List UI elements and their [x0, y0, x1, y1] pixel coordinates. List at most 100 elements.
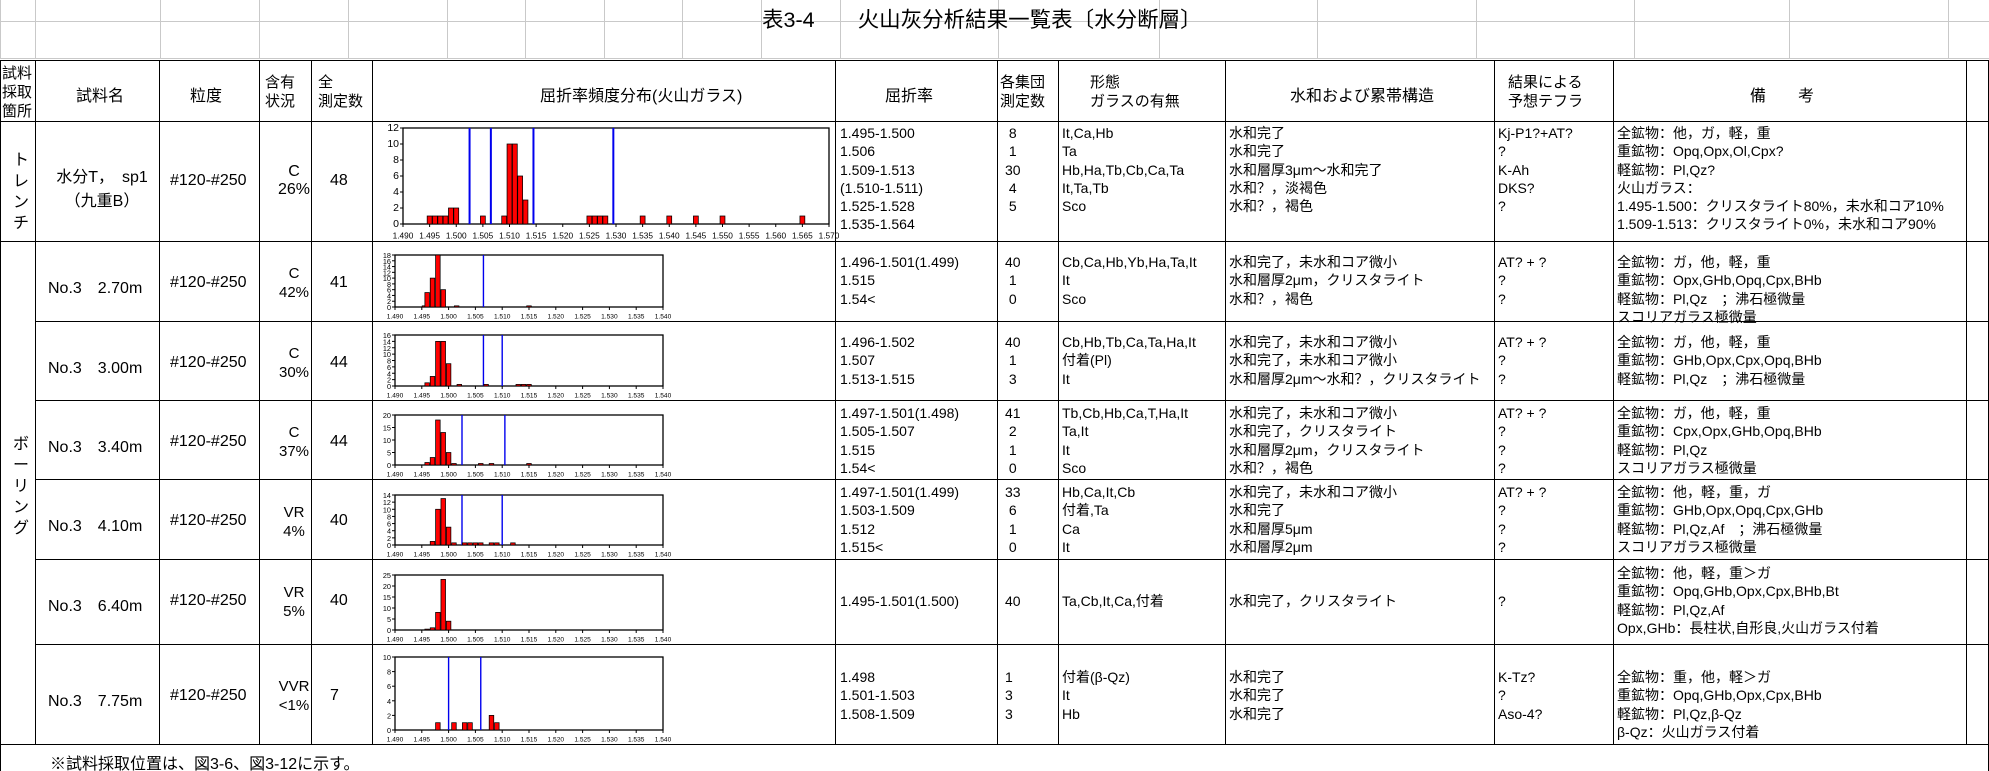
- svg-text:1.490: 1.490: [387, 314, 404, 321]
- svg-text:1.515: 1.515: [521, 637, 538, 644]
- svg-text:1.530: 1.530: [601, 737, 618, 744]
- svg-text:1.500: 1.500: [440, 472, 457, 479]
- svg-text:1.520: 1.520: [548, 472, 565, 479]
- svg-text:1.515: 1.515: [521, 737, 538, 744]
- svg-text:1.535: 1.535: [628, 314, 645, 321]
- svg-text:1.490: 1.490: [387, 637, 404, 644]
- svg-text:1.505: 1.505: [467, 737, 484, 744]
- svg-text:1.505: 1.505: [467, 314, 484, 321]
- svg-text:1.525: 1.525: [579, 231, 600, 241]
- svg-text:1.510: 1.510: [494, 637, 511, 644]
- svg-text:1.535: 1.535: [628, 552, 645, 559]
- svg-text:2: 2: [393, 202, 399, 214]
- svg-text:1.495: 1.495: [414, 314, 431, 321]
- svg-text:1.530: 1.530: [606, 231, 627, 241]
- svg-text:1.530: 1.530: [601, 552, 618, 559]
- svg-text:0: 0: [387, 726, 391, 735]
- svg-text:1.525: 1.525: [574, 637, 591, 644]
- svg-text:1.520: 1.520: [552, 231, 573, 241]
- svg-text:5: 5: [387, 449, 391, 458]
- svg-text:1.500: 1.500: [440, 637, 457, 644]
- svg-text:1.535: 1.535: [628, 637, 645, 644]
- svg-text:1.550: 1.550: [712, 231, 733, 241]
- svg-text:1.510: 1.510: [499, 231, 520, 241]
- svg-text:16: 16: [383, 331, 391, 340]
- svg-text:1.500: 1.500: [440, 314, 457, 321]
- svg-text:1.510: 1.510: [494, 737, 511, 744]
- svg-text:1.495: 1.495: [414, 637, 431, 644]
- svg-text:12: 12: [387, 122, 399, 134]
- svg-text:20: 20: [383, 411, 391, 420]
- svg-text:1.505: 1.505: [467, 393, 484, 400]
- svg-text:1.520: 1.520: [548, 552, 565, 559]
- svg-text:0: 0: [387, 626, 391, 635]
- svg-text:1.530: 1.530: [601, 393, 618, 400]
- svg-text:1.505: 1.505: [467, 472, 484, 479]
- svg-text:1.515: 1.515: [521, 472, 538, 479]
- svg-text:1.540: 1.540: [655, 314, 672, 321]
- svg-text:1.495: 1.495: [414, 472, 431, 479]
- svg-text:1.510: 1.510: [494, 552, 511, 559]
- svg-text:1.505: 1.505: [467, 637, 484, 644]
- svg-text:4: 4: [393, 186, 399, 198]
- svg-text:18: 18: [383, 251, 391, 260]
- svg-text:1.520: 1.520: [548, 637, 565, 644]
- svg-text:1.500: 1.500: [440, 737, 457, 744]
- svg-text:6: 6: [387, 682, 391, 691]
- svg-text:14: 14: [383, 491, 391, 500]
- svg-text:1.540: 1.540: [655, 552, 672, 559]
- svg-text:1.525: 1.525: [574, 737, 591, 744]
- svg-text:1.535: 1.535: [628, 393, 645, 400]
- svg-text:1.560: 1.560: [765, 231, 786, 241]
- svg-text:20: 20: [383, 582, 391, 591]
- svg-text:1.515: 1.515: [521, 552, 538, 559]
- svg-text:15: 15: [383, 424, 391, 433]
- svg-text:1.500: 1.500: [446, 231, 467, 241]
- svg-text:2: 2: [387, 711, 391, 720]
- svg-text:1.540: 1.540: [655, 393, 672, 400]
- svg-text:0: 0: [393, 218, 399, 230]
- svg-text:1.510: 1.510: [494, 393, 511, 400]
- svg-text:1.540: 1.540: [655, 637, 672, 644]
- svg-text:1.525: 1.525: [574, 393, 591, 400]
- svg-text:1.555: 1.555: [739, 231, 760, 241]
- svg-text:1.490: 1.490: [387, 552, 404, 559]
- svg-text:1.520: 1.520: [548, 393, 565, 400]
- svg-text:1.505: 1.505: [472, 231, 493, 241]
- svg-text:1.565: 1.565: [792, 231, 813, 241]
- svg-text:1.490: 1.490: [387, 393, 404, 400]
- svg-text:1.515: 1.515: [521, 393, 538, 400]
- svg-text:1.520: 1.520: [548, 314, 565, 321]
- svg-text:5: 5: [387, 615, 391, 624]
- svg-text:1.530: 1.530: [601, 472, 618, 479]
- svg-text:8: 8: [393, 154, 399, 166]
- svg-text:1.500: 1.500: [440, 552, 457, 559]
- svg-text:8: 8: [387, 668, 391, 677]
- svg-text:1.525: 1.525: [574, 552, 591, 559]
- svg-text:1.530: 1.530: [601, 314, 618, 321]
- svg-text:1.490: 1.490: [387, 472, 404, 479]
- svg-text:25: 25: [383, 571, 391, 580]
- svg-text:1.535: 1.535: [632, 231, 653, 241]
- svg-text:6: 6: [393, 170, 399, 182]
- svg-text:1.535: 1.535: [628, 737, 645, 744]
- svg-text:1.515: 1.515: [526, 231, 547, 241]
- svg-text:1.530: 1.530: [601, 637, 618, 644]
- svg-text:10: 10: [387, 138, 399, 150]
- svg-text:1.510: 1.510: [494, 472, 511, 479]
- svg-text:1.495: 1.495: [414, 737, 431, 744]
- svg-text:1.525: 1.525: [574, 314, 591, 321]
- svg-text:1.540: 1.540: [655, 737, 672, 744]
- svg-text:1.500: 1.500: [440, 393, 457, 400]
- svg-text:4: 4: [387, 697, 391, 706]
- svg-text:1.495: 1.495: [414, 393, 431, 400]
- svg-text:1.570: 1.570: [819, 231, 840, 241]
- svg-text:1.525: 1.525: [574, 472, 591, 479]
- svg-text:15: 15: [383, 593, 391, 602]
- svg-text:10: 10: [383, 604, 391, 613]
- svg-text:1.495: 1.495: [419, 231, 440, 241]
- svg-text:1.490: 1.490: [387, 737, 404, 744]
- svg-text:1.495: 1.495: [414, 552, 431, 559]
- svg-text:0: 0: [387, 461, 391, 470]
- svg-text:1.545: 1.545: [685, 231, 706, 241]
